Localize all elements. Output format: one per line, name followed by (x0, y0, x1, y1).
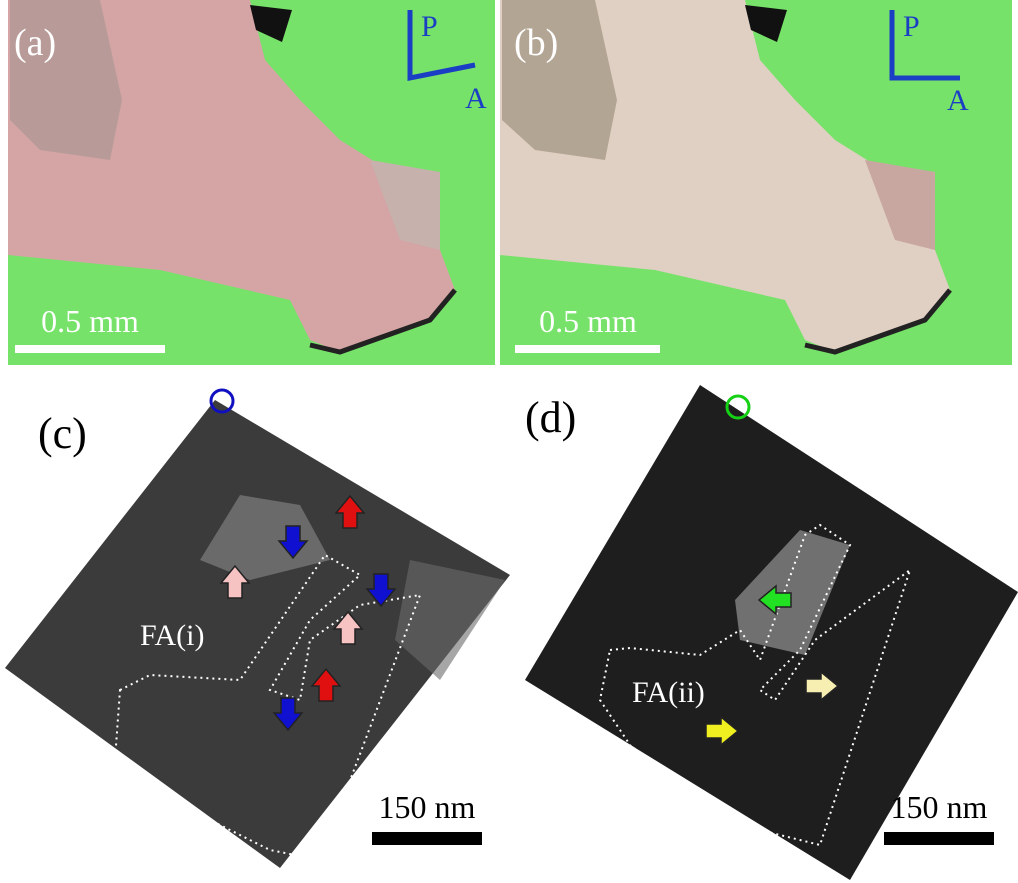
panel-a: 0.5 mm (a) P A (8, 0, 495, 365)
region-label: FA(i) (140, 619, 204, 652)
scale-label: 0.5 mm (41, 303, 139, 339)
scale-label: 0.5 mm (539, 303, 637, 339)
panel-label: (b) (514, 22, 558, 64)
scale-label: 150 nm (891, 789, 988, 825)
scale-bar (515, 345, 660, 353)
analyzer: A (465, 82, 487, 115)
panel-c: (c) FA(i) 150 nm (5, 390, 510, 868)
scale-bar (884, 832, 994, 845)
panel-b: 0.5 mm (b) P A (500, 0, 1012, 365)
panel-label: (a) (14, 22, 56, 64)
scale-bar (15, 345, 165, 353)
polarizer: P (903, 10, 920, 43)
polarizer: P (421, 10, 438, 43)
scale-bar (372, 832, 482, 845)
scale-label: 150 nm (379, 789, 476, 825)
panel-label: (c) (38, 409, 87, 458)
panel-label: (d) (525, 393, 576, 442)
analyzer: A (947, 84, 969, 117)
figure: 0.5 mm (a) P A 0.5 mm (b) P A (c) FA(i) (0, 0, 1018, 883)
panel-d: (d) FA(ii) 150 nm (525, 385, 1018, 880)
region-label: FA(ii) (632, 676, 705, 709)
